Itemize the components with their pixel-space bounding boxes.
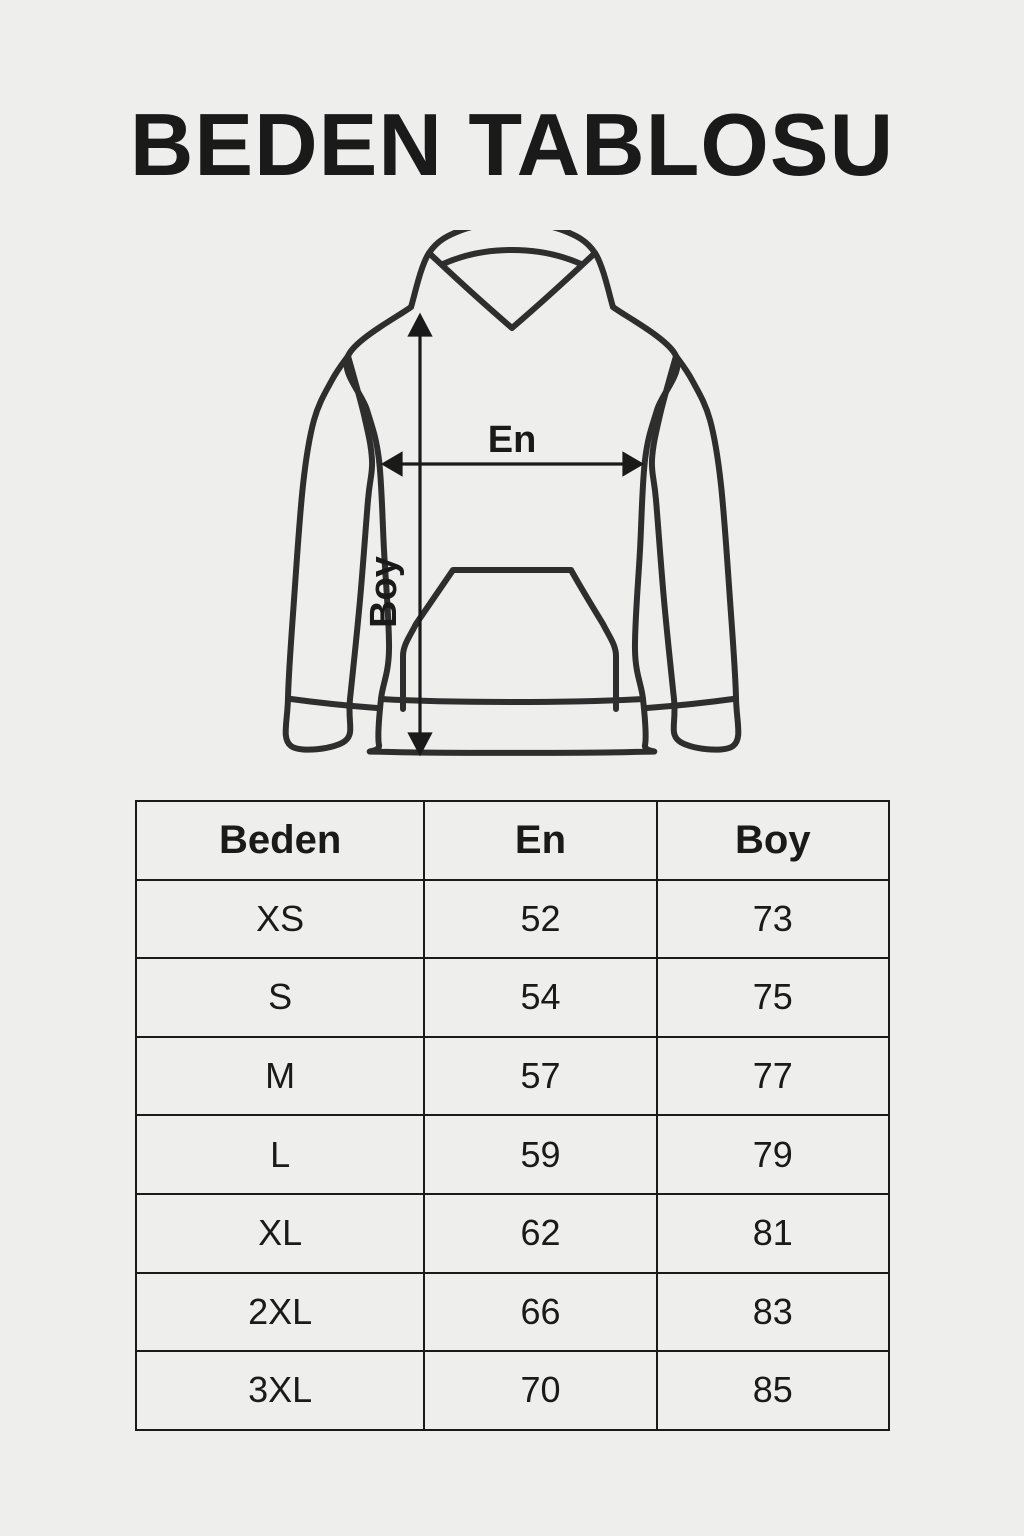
- svg-text:En: En: [488, 419, 537, 461]
- svg-text:Boy: Boy: [363, 556, 405, 628]
